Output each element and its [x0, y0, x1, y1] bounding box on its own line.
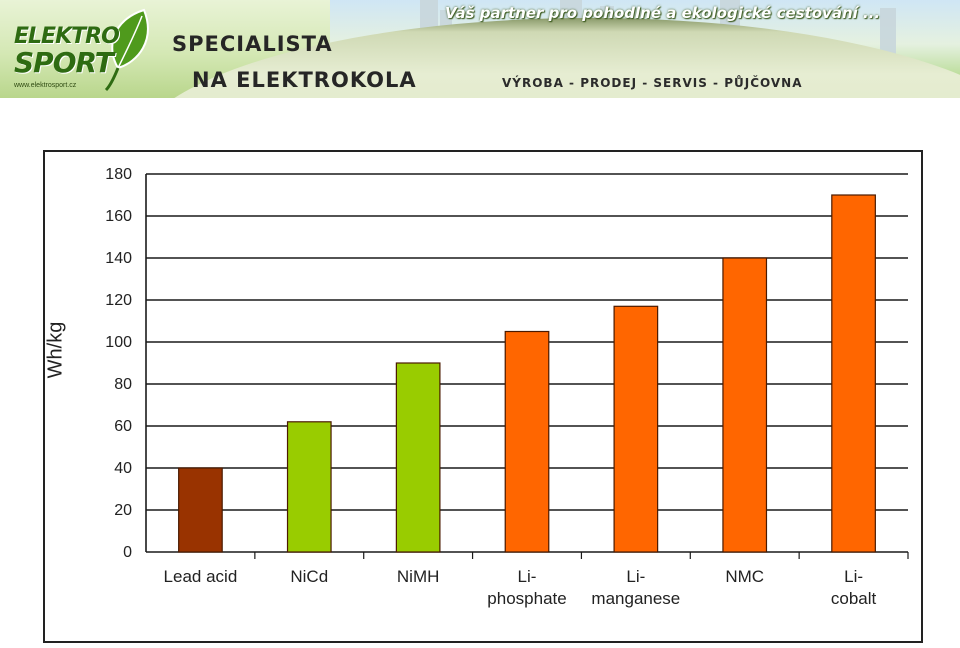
x-tick-label: NiCd: [290, 567, 328, 586]
y-tick-label: 40: [114, 460, 132, 477]
chart-frame: [43, 150, 923, 643]
leaf-icon: [104, 8, 149, 92]
y-tick-label: 60: [114, 418, 132, 435]
header-title-line1: SPECIALISTA: [172, 32, 333, 56]
logo-text-sport: SPORT: [14, 46, 114, 79]
bar: [831, 194, 876, 553]
y-tick-label: 100: [105, 334, 132, 351]
bar: [613, 305, 659, 553]
x-tick-label: Lead acid: [164, 567, 238, 586]
bar: [286, 421, 332, 553]
header-slogan: Váš partner pro pohodlné a ekologické ce…: [445, 4, 881, 22]
y-tick-label: 120: [105, 292, 132, 309]
y-axis-label: Wh/kg: [44, 321, 67, 379]
logo[interactable]: ELEKTRO SPORT www.elektrosport.cz: [6, 4, 156, 96]
y-tick-label: 20: [114, 502, 132, 519]
bar: [395, 362, 441, 553]
bar: [504, 330, 550, 553]
logo-url: www.elektrosport.cz: [14, 82, 77, 89]
header-services: VÝROBA - PRODEJ - SERVIS - PŮJČOVNA: [502, 76, 803, 90]
bar: [178, 467, 223, 553]
y-tick-label: 140: [105, 250, 132, 267]
header-banner: ELEKTRO SPORT www.elektrosport.cz SPECIA…: [0, 0, 960, 98]
x-tick-label: NiMH: [397, 567, 440, 586]
y-tick-label: 180: [105, 166, 132, 183]
x-tick-label: NMC: [725, 567, 764, 586]
bar: [722, 257, 768, 553]
x-tick-label: Li-manganese: [591, 567, 680, 608]
city-building: [880, 8, 896, 58]
y-tick-label: 160: [105, 208, 132, 225]
x-tick-label: Li-phosphate: [487, 567, 566, 608]
logo-text-elektro: ELEKTRO: [14, 24, 120, 49]
header-title-line2: NA ELEKTROKOLA: [192, 68, 417, 92]
chart-bars: [178, 194, 876, 553]
x-tick-label: Li-cobalt: [831, 567, 877, 608]
y-tick-label: 80: [114, 376, 132, 393]
y-tick-label: 0: [123, 544, 132, 561]
chart-y-ticks: 0 20 40 60 80 100 120 140 160 180: [105, 166, 132, 561]
chart-x-ticks: Lead acid NiCd NiMH Li-phosphate Li-manganes…: [164, 552, 909, 608]
